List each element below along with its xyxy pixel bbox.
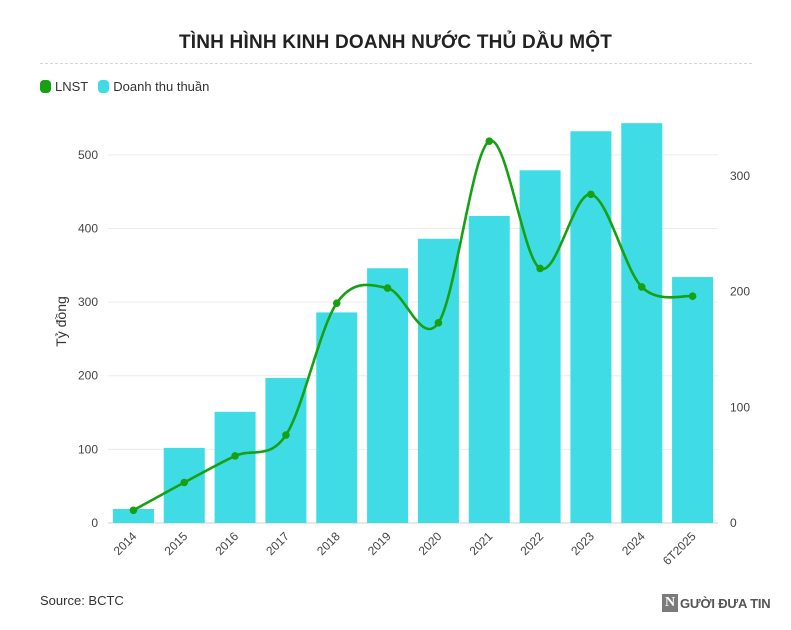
legend-swatch-lnst: [40, 80, 51, 93]
point-lnst: [180, 478, 189, 487]
legend: LNST Doanh thu thuần: [40, 79, 219, 94]
bar-revenue: [570, 131, 612, 523]
bar-revenue: [214, 411, 256, 523]
point-lnst: [688, 292, 697, 301]
x-tick-label: 2021: [467, 529, 496, 558]
bar-revenue: [112, 509, 154, 523]
bar-revenue: [367, 268, 409, 523]
x-tick-label: 2014: [111, 529, 140, 558]
point-lnst: [587, 190, 595, 199]
point-lnst: [536, 264, 544, 273]
y-left-tick-label: 100: [78, 442, 98, 456]
point-lnst: [383, 284, 392, 292]
bar-revenue: [672, 277, 714, 523]
x-tick-label: 6T2025: [660, 529, 699, 568]
bar-revenue: [316, 312, 358, 523]
x-tick-label: 2019: [365, 529, 394, 558]
x-tick-label: 2016: [212, 529, 241, 558]
x-tick-label: 2022: [517, 529, 546, 558]
bar-revenue: [519, 170, 561, 524]
point-lnst: [231, 452, 239, 460]
x-tick-label: 2020: [416, 529, 445, 558]
point-lnst: [434, 319, 443, 327]
y-left-tick-label: 500: [78, 148, 98, 162]
publisher-logo: N GƯỜI ĐƯA TIN: [662, 594, 771, 612]
y-left-tick-label: 0: [91, 516, 98, 530]
y-left-tick-label: 400: [78, 221, 98, 235]
y-right-tick-label: 200: [730, 285, 750, 299]
y-left-tick-label: 300: [78, 295, 98, 309]
y-right-tick-label: 100: [730, 400, 750, 414]
chart-title: TÌNH HÌNH KINH DOANH NƯỚC THỦ DẦU MỘT: [178, 32, 613, 53]
y-right-tick-label: 0: [730, 516, 737, 530]
x-tick-label: 2024: [619, 529, 648, 558]
legend-label-lnst: LNST: [55, 79, 89, 94]
logo-mark: N: [662, 594, 678, 612]
point-lnst: [129, 506, 138, 515]
bar-revenue: [621, 123, 663, 524]
legend-swatch-revenue: [98, 80, 110, 93]
title-divider: [40, 63, 752, 64]
x-tick-label: 2017: [263, 529, 292, 558]
legend-item-revenue[interactable]: Doanh thu thuần: [98, 79, 209, 94]
legend-label-revenue: Doanh thu thuần: [113, 79, 210, 94]
point-lnst: [282, 431, 290, 439]
y-right-tick-label: 300: [730, 169, 750, 183]
logo-text: GƯỜI ĐƯA TIN: [680, 595, 771, 611]
x-tick-label: 2018: [314, 529, 343, 558]
point-lnst: [332, 299, 341, 307]
source-note: Source: BCTC: [40, 593, 124, 608]
x-tick-label: 2015: [162, 529, 191, 558]
point-lnst: [485, 137, 494, 145]
point-lnst: [637, 283, 646, 291]
y-axis-title: Tỷ đồng: [53, 296, 69, 347]
bar-revenue: [468, 215, 510, 523]
legend-item-lnst[interactable]: LNST: [40, 79, 88, 94]
y-left-tick-label: 200: [78, 369, 98, 383]
x-tick-label: 2023: [568, 529, 597, 558]
